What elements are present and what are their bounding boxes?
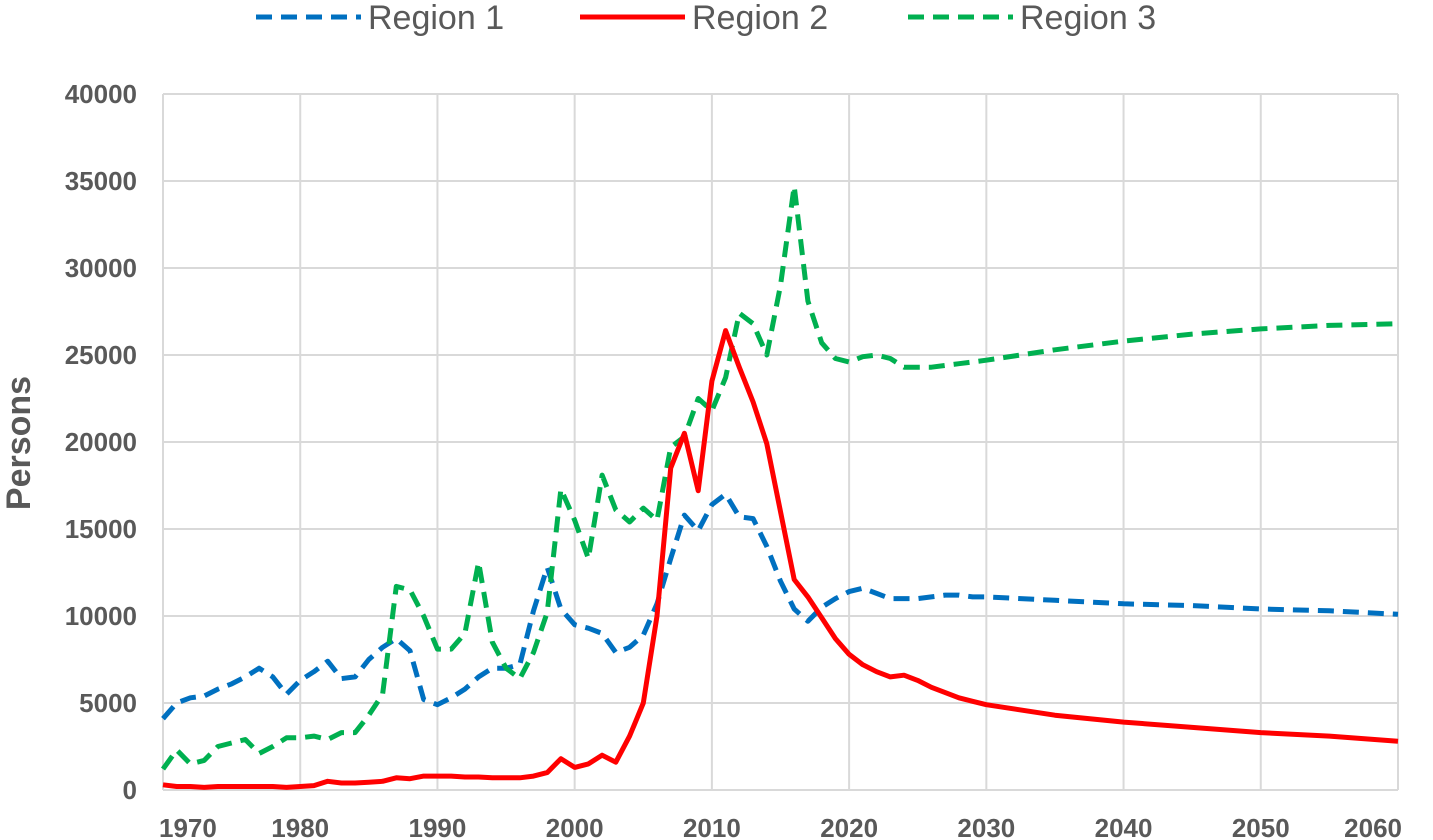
series-lines: [160, 183, 1399, 790]
series-line-region-2: [162, 328, 1399, 790]
y-tick-label: 0: [123, 775, 137, 805]
y-axis-title: Persons: [0, 376, 38, 510]
series-line-region-3: [160, 183, 1399, 771]
x-tick-label: 2030: [957, 813, 1015, 840]
x-tick-label: 1990: [409, 813, 467, 840]
y-tick-label: 30000: [65, 253, 137, 283]
gridlines: [162, 93, 1399, 791]
y-axis-ticks: 0 5000 10000 15000 20000 25000 30000 35000 40000: [65, 79, 137, 805]
y-tick-label: 25000: [65, 340, 137, 370]
legend-label: Region 1: [368, 0, 504, 37]
y-tick-label: 5000: [79, 688, 137, 718]
legend: Region 1 Region 2 Region 3: [256, 0, 1156, 37]
y-tick-label: 40000: [65, 79, 137, 109]
x-axis-ticks: 1970 1980 1990 2000 2010 2020 2030 2040 2050 2060: [159, 813, 1402, 840]
y-tick-label: 10000: [65, 601, 137, 631]
x-tick-label: 2050: [1232, 813, 1290, 840]
x-tick-label: 2010: [683, 813, 741, 840]
x-tick-label: 2060: [1344, 813, 1402, 840]
x-tick-label: 1970: [159, 813, 217, 840]
legend-label: Region 3: [1020, 0, 1156, 37]
x-tick-label: 2020: [820, 813, 878, 840]
y-tick-label: 20000: [65, 427, 137, 457]
y-tick-label: 35000: [65, 166, 137, 196]
x-tick-label: 2000: [546, 813, 604, 840]
legend-label: Region 2: [692, 0, 828, 37]
y-tick-label: 15000: [65, 514, 137, 544]
x-tick-label: 1980: [271, 813, 329, 840]
series-line-region-1: [161, 491, 1399, 721]
x-tick-label: 2040: [1095, 813, 1153, 840]
